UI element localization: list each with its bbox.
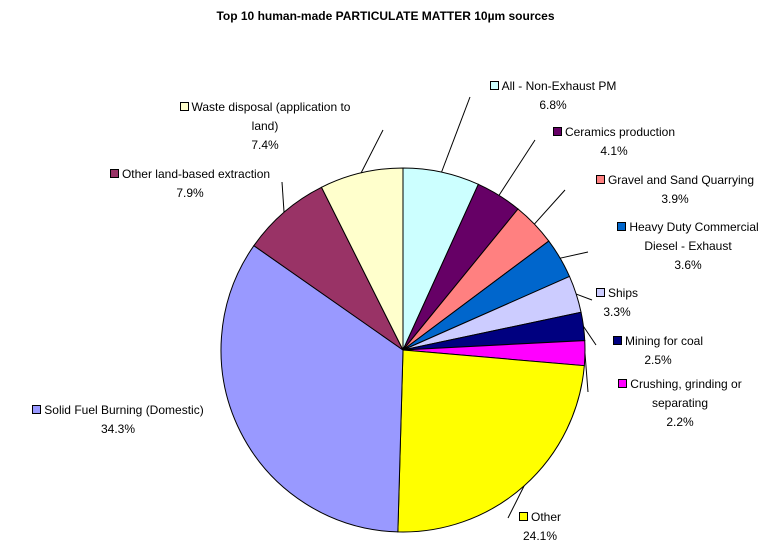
slice-label: Ceramics production 4.1%	[534, 123, 694, 161]
value-label: 3.3%	[603, 305, 631, 319]
label-name-row: Waste disposal (application to land)	[170, 98, 360, 136]
pie-slice	[253, 186, 404, 351]
slice-label: Mining for coal 2.5%	[598, 332, 718, 370]
label-name-row: Mining for coal	[598, 332, 718, 351]
category-label: Solid Fuel Burning (Domestic)	[44, 403, 204, 417]
legend-marker	[518, 512, 528, 521]
leader-line	[360, 129, 384, 174]
leader-line	[534, 189, 566, 225]
slice-label: Gravel and Sand Quarrying 3.9%	[575, 171, 771, 209]
leader-line	[576, 293, 593, 301]
category-label: Other	[530, 510, 561, 524]
legend-marker	[612, 336, 622, 345]
legend-marker	[179, 102, 189, 111]
category-label: Heavy Duty Commercial Diesel - Exhaust	[629, 220, 759, 253]
leader-line	[507, 485, 525, 519]
leader-line	[584, 353, 589, 393]
chart-title: Top 10 human-made PARTICULATE MATTER 10µ…	[216, 9, 555, 23]
legend-marker	[617, 222, 627, 231]
slice-label: Waste disposal (application to land) 7.4%	[170, 98, 360, 155]
label-name-row: All - Non-Exhaust PM	[473, 77, 633, 96]
pie-slice	[397, 349, 585, 533]
leader-line	[281, 181, 285, 213]
value-label: 3.9%	[661, 192, 689, 206]
legend-marker	[618, 379, 628, 388]
slice-label: Solid Fuel Burning (Domestic) 34.3%	[18, 401, 218, 439]
slice-label: Other 24.1%	[500, 508, 580, 542]
value-label: 2.2%	[666, 415, 694, 429]
label-name-row: Solid Fuel Burning (Domestic)	[18, 401, 218, 420]
label-name-row: Other land-based extraction	[90, 165, 290, 184]
label-name-row: Crushing, grinding or separating	[610, 375, 750, 413]
value-label: 3.6%	[674, 258, 702, 272]
slice-label: Other land-based extraction 7.9%	[90, 165, 290, 203]
slice-label: Ships 3.3%	[577, 284, 657, 322]
category-label: Mining for coal	[624, 334, 704, 348]
value-label: 2.5%	[644, 353, 672, 367]
slice-label: Crushing, grinding or separating 2.2%	[610, 375, 750, 432]
leader-line	[441, 96, 471, 173]
value-label: 7.9%	[176, 186, 204, 200]
label-name-row: Ceramics production	[534, 123, 694, 142]
value-label: 4.1%	[600, 144, 628, 158]
slice-label: Heavy Duty Commercial Diesel - Exhaust 3.…	[613, 218, 763, 275]
legend-marker	[595, 288, 605, 297]
label-name-row: Other	[500, 508, 580, 527]
category-label: Ships	[607, 286, 639, 300]
category-label: Crushing, grinding or separating	[630, 377, 742, 410]
legend-marker	[109, 169, 119, 178]
legend-marker	[595, 175, 605, 184]
legend-marker	[32, 405, 42, 414]
category-label: Waste disposal (application to land)	[191, 100, 351, 133]
slice-label: All - Non-Exhaust PM 6.8%	[473, 77, 633, 115]
leader-line	[583, 326, 597, 346]
legend-marker	[489, 81, 499, 90]
leader-line	[498, 139, 536, 196]
value-label: 24.1%	[522, 529, 558, 542]
leader-line	[560, 251, 589, 259]
category-label: Ceramics production	[564, 125, 676, 139]
value-label: 6.8%	[539, 98, 567, 112]
legend-marker	[552, 127, 562, 136]
value-label: 7.4%	[251, 138, 279, 152]
label-name-row: Ships	[577, 284, 657, 303]
category-label: Other land-based extraction	[121, 167, 271, 181]
pie-slice	[220, 244, 404, 533]
category-label: Gravel and Sand Quarrying	[607, 173, 755, 187]
value-label: 34.3%	[100, 422, 136, 436]
label-name-row: Gravel and Sand Quarrying	[575, 171, 771, 190]
category-label: All - Non-Exhaust PM	[501, 79, 617, 93]
label-name-row: Heavy Duty Commercial Diesel - Exhaust	[613, 218, 763, 256]
